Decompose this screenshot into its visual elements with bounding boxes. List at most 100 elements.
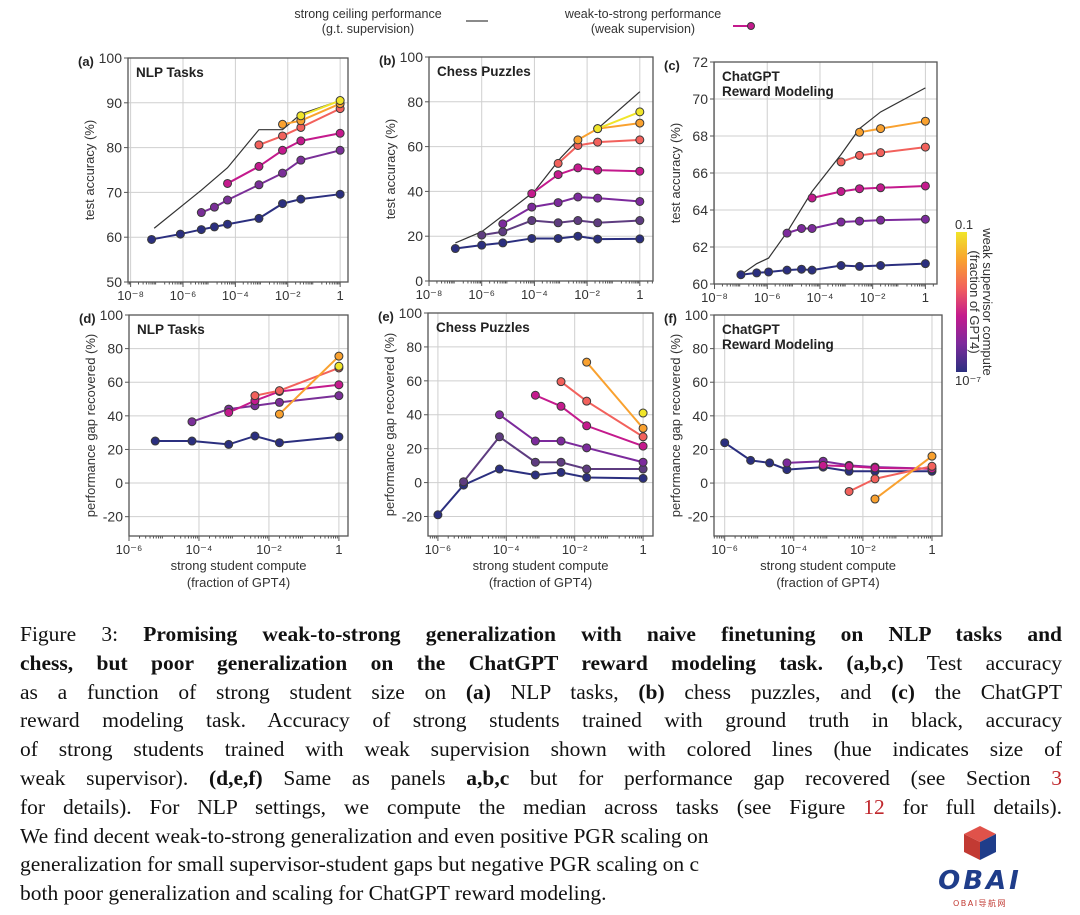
data-point [920,181,930,191]
colorbar-bottom-label: 10⁻⁷ [955,373,981,388]
data-point [296,136,306,146]
data-point [638,441,648,451]
data-point [797,224,807,233]
caption-text: NLP tasks, [490,679,639,704]
cross-reference-link[interactable]: 12 [863,794,885,819]
caption-text: Same as panels [262,765,467,790]
data-point [147,234,157,244]
data-point [274,438,284,448]
x-tick-label: 1 [922,290,929,305]
x-axis-label: strong student compute [760,558,896,573]
legend-ceiling: strong ceiling performance (g.t. supervi… [268,7,468,37]
data-point [635,166,645,176]
data-point [477,230,487,240]
data-point [150,436,160,446]
data-point [296,155,306,165]
data-point [278,119,288,129]
data-point [582,472,592,482]
data-point [223,195,233,205]
legend-w2s-label: weak-to-strong performance [564,7,722,21]
legend-w2s-marker [747,22,755,30]
obai-logo-icon: OBAI OBAI导航网 [938,826,1019,908]
x-tick-label: 10⁻² [850,542,876,557]
y-tick-label: 80 [406,339,422,355]
data-point [224,407,234,417]
x-tick-label: 10⁻⁶ [754,290,781,305]
data-point [209,202,219,212]
data-point [527,189,537,199]
panel-title: NLP Tasks [137,322,205,337]
panel-title: ChatGPT [722,69,781,84]
x-tick-label: 1 [337,288,344,303]
ceiling-line [740,87,926,276]
ceiling-line [455,91,641,244]
y-axis-label: test accuracy (%) [383,119,398,219]
data-point [920,116,930,126]
data-point [782,458,792,468]
data-point [527,233,537,243]
data-point [746,455,756,465]
watermark-logo: OBAI OBAI导航网 [880,822,1080,915]
data-point [855,261,865,271]
caption-text: of strong students trained with weak sup… [20,737,1062,762]
data-point [836,187,846,196]
x-axis-label: strong student compute [473,558,609,573]
data-point [296,194,306,204]
y-tick-label: 72 [692,54,708,70]
x-tick-label: 10⁻⁴ [493,542,520,557]
data-point [553,158,563,168]
x-tick-label: 1 [639,542,646,557]
x-tick-label: 10⁻² [562,542,588,557]
series-line [502,195,640,225]
caption-text: generalization for small supervisor-stud… [20,852,700,877]
y-tick-label: 68 [692,128,708,144]
data-point [335,145,345,155]
data-point [593,165,603,175]
y-tick-label: 40 [692,408,708,424]
colorbar-label: weak supervisor compute [980,227,995,375]
y-tick-label: 60 [107,374,123,390]
data-point [582,357,592,367]
data-point [582,396,592,406]
data-point [638,432,648,442]
svg-text:OBAI导航网: OBAI导航网 [953,898,1007,908]
caption-line: generalization for small supervisor-stud… [20,850,1062,879]
y-tick-label: 20 [407,228,423,244]
caption-text: for details). For NLP settings, we compu… [20,794,864,819]
y-tick-label: 0 [700,475,708,491]
data-point [278,145,288,155]
data-point [720,438,730,448]
data-point [855,184,865,194]
data-point [556,436,566,446]
data-point [553,233,563,243]
series-line [859,120,926,134]
y-tick-label: 0 [414,475,422,491]
y-axis-label: performance gap recovered (%) [382,333,397,517]
data-point [334,351,344,361]
data-point [573,216,583,226]
data-point [196,208,206,218]
series-line [282,102,341,126]
caption-text: reward modeling task. Accuracy of strong… [20,708,1062,733]
data-point [556,401,566,411]
data-point [494,432,504,442]
data-point [593,218,603,228]
y-tick-label: -20 [103,509,123,525]
data-point [477,240,487,250]
x-tick-label: 10⁻⁸ [117,288,144,303]
caption-text: Promising weak-to-strong generalization … [143,622,1062,646]
data-point [593,124,603,134]
data-point [582,443,592,453]
data-point [433,510,443,520]
data-point [638,457,648,467]
data-point [556,467,566,477]
caption-text: (b) [638,679,665,704]
data-point [573,192,583,202]
series-line [740,262,926,276]
y-axis-label: performance gap recovered (%) [668,334,683,518]
plot-frame [127,57,349,283]
data-point [296,111,306,121]
data-point [334,380,344,390]
cross-reference-link[interactable]: 3 [1051,765,1062,790]
